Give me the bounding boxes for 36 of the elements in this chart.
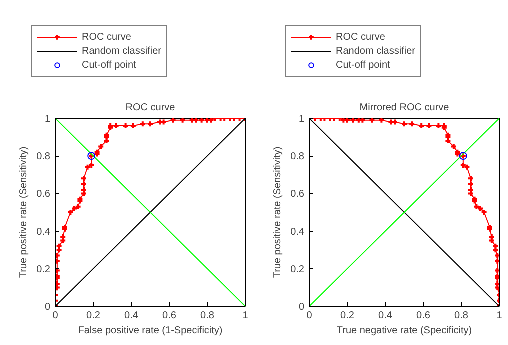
x-tick-label: 0.4 [124, 310, 139, 322]
legend-label: Random classifier [82, 45, 162, 57]
y-tick-label: 0.6 [36, 189, 51, 200]
x-tick-label: 0.8 [454, 310, 469, 322]
x-tick-label: 0 [306, 310, 313, 322]
x-tick-label: 0.8 [200, 310, 215, 322]
y-tick-label: 0.2 [290, 264, 305, 276]
chart-title: Mirrored ROC curve [360, 102, 450, 114]
x-tick-label: 0 [52, 310, 59, 322]
y-tick-label: 0 [298, 302, 305, 313]
x-tick-label: 1 [496, 310, 503, 322]
chart-title: ROC curve [126, 102, 176, 114]
y-axis-title: True positive rate (Sensitivity) [18, 146, 30, 278]
x-tick-label: 0.4 [378, 310, 393, 322]
y-tick-label: 0 [44, 302, 51, 313]
x-axis-title: True negative rate (Specificity) [336, 326, 472, 336]
legend-label: ROC curve [82, 31, 132, 43]
x-tick-label: 0.6 [416, 310, 431, 322]
y-tick-label: 0.2 [36, 264, 51, 276]
x-tick-label: 0.2 [340, 310, 355, 322]
legend-label: Cut-off point [336, 59, 390, 71]
legend-label: Random classifier [336, 45, 416, 57]
legend-label: ROC curve [336, 31, 386, 43]
y-axis-title: True positive rate (Sensitivity) [272, 146, 284, 278]
y-tick-label: 0.8 [290, 152, 305, 163]
y-tick-label: 0.6 [290, 189, 305, 200]
x-tick-label: 0.6 [162, 310, 177, 322]
legend-label: Cut-off point [82, 59, 136, 71]
x-tick-label: 0.2 [86, 310, 101, 322]
y-tick-label: 0.4 [36, 226, 51, 238]
y-tick-label: 0.8 [36, 152, 51, 163]
x-tick-label: 1 [242, 310, 249, 322]
y-tick-label: 1 [298, 114, 305, 125]
y-tick-label: 1 [44, 114, 51, 125]
y-tick-label: 0.4 [290, 226, 305, 238]
x-axis-title: False positive rate (1-Specificity) [78, 326, 223, 336]
